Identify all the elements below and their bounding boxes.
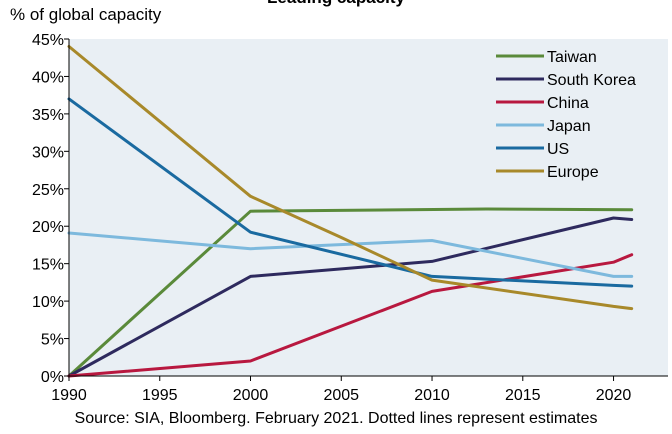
series-line-us <box>67 97 634 288</box>
series-line-taiwan <box>67 207 634 378</box>
chart-title: Leading capacity <box>0 0 672 8</box>
series-line-europe <box>67 45 634 311</box>
legend-label: South Korea <box>547 72 636 89</box>
legend: Taiwan South Korea China Japan US Europe <box>496 49 636 181</box>
x-tick-label: 2020 <box>596 387 632 404</box>
y-axis-unit-label: % of global capacity <box>10 5 162 24</box>
y-tick-label: 40% <box>32 69 64 86</box>
series-line-japan <box>67 231 634 278</box>
x-tick-label: 2000 <box>233 387 269 404</box>
y-tick-label: 45% <box>32 32 64 49</box>
legend-label: Europe <box>547 164 599 181</box>
line-chart: 0% 5% 10% 15% 20% 25% 30% 35% 40% 45% 1990 1995 2000… <box>32 32 668 404</box>
y-tick-label: 25% <box>32 182 64 199</box>
y-tick-label: 35% <box>32 107 64 124</box>
series-layer <box>67 45 634 378</box>
x-tick-label: 1990 <box>51 387 87 404</box>
y-tick-label: 10% <box>32 294 64 311</box>
series-line-china <box>67 253 634 378</box>
x-tick-label: 1995 <box>142 387 178 404</box>
y-tick-label: 5% <box>41 332 64 349</box>
legend-label: China <box>547 95 589 112</box>
axes: 0% 5% 10% 15% 20% 25% 30% 35% 40% 45% 1990 1995 2000… <box>32 32 668 404</box>
series-line-south-korea <box>67 216 634 378</box>
y-tick-label: 0% <box>41 369 64 386</box>
source-note: Source: SIA, Bloomberg. February 2021. D… <box>74 410 598 427</box>
legend-label: Japan <box>547 118 591 135</box>
legend-label: Taiwan <box>547 49 597 66</box>
y-tick-label: 20% <box>32 219 64 236</box>
y-tick-label: 15% <box>32 257 64 274</box>
y-tick-label: 30% <box>32 144 64 161</box>
x-tick-label: 2005 <box>323 387 359 404</box>
x-tick-label: 2015 <box>505 387 541 404</box>
legend-label: US <box>547 141 569 158</box>
x-tick-label: 2010 <box>414 387 450 404</box>
